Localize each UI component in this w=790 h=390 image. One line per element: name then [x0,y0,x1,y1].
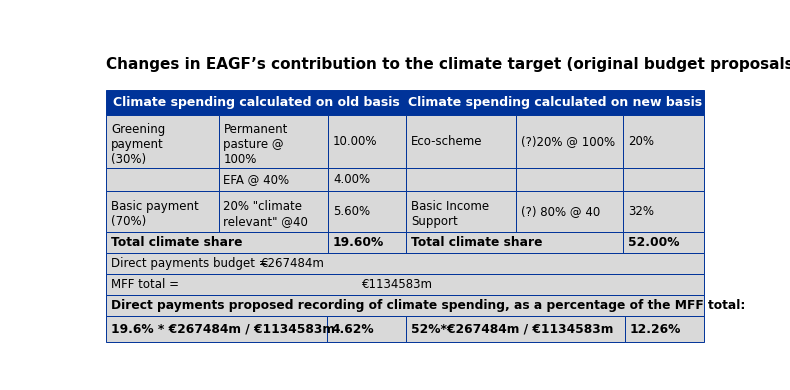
Bar [219,190,328,232]
Text: 20%: 20% [628,135,654,148]
Text: 10.00%: 10.00% [333,135,378,148]
Text: 12.26%: 12.26% [630,323,681,335]
Bar [328,190,406,232]
Text: 32%: 32% [628,205,654,218]
Text: 52.00%: 52.00% [628,236,679,249]
Bar [516,190,623,232]
Bar [106,190,219,232]
Text: Eco-scheme: Eco-scheme [411,135,483,148]
Bar [106,90,406,115]
Text: Total climate share: Total climate share [111,236,243,249]
Text: €1134583m: €1134583m [362,278,433,291]
Bar [406,232,623,253]
Text: 52%*€267484m / €1134583m: 52%*€267484m / €1134583m [411,323,613,335]
Bar [406,168,516,190]
Text: Greening
payment
(30%): Greening payment (30%) [111,123,165,166]
Bar [106,168,219,190]
Bar [625,316,704,342]
Bar [406,190,516,232]
Text: 19.6% * €267484m / €1134583m: 19.6% * €267484m / €1134583m [111,323,335,335]
Bar [406,115,516,168]
Text: Total climate share: Total climate share [411,236,543,249]
Text: Direct payments budget =: Direct payments budget = [111,257,269,270]
Bar [623,115,704,168]
Bar [106,316,326,342]
Bar [623,232,704,253]
Bar [516,115,623,168]
Bar [106,295,704,316]
Text: 5.60%: 5.60% [333,205,371,218]
Bar [623,190,704,232]
Bar [219,168,328,190]
Bar [406,316,625,342]
Text: 19.60%: 19.60% [333,236,384,249]
Text: (?)20% @ 100%: (?)20% @ 100% [521,135,615,148]
Text: Climate spending calculated on new basis: Climate spending calculated on new basis [408,96,702,110]
Bar [326,316,406,342]
Text: Climate spending calculated on old basis: Climate spending calculated on old basis [113,96,400,110]
Bar [623,168,704,190]
Text: Basic payment
(70%): Basic payment (70%) [111,200,199,228]
Text: (?) 80% @ 40: (?) 80% @ 40 [521,205,600,218]
Bar [328,168,406,190]
Bar [106,232,328,253]
Text: 4.62%: 4.62% [332,323,374,335]
Text: 4.00%: 4.00% [333,173,371,186]
Bar [328,115,406,168]
Text: Basic Income
Support: Basic Income Support [411,200,489,228]
Bar [516,168,623,190]
Bar [106,253,704,274]
Text: Changes in EAGF’s contribution to the climate target (original budget proposals): Changes in EAGF’s contribution to the cl… [106,57,790,72]
Bar [106,274,704,295]
Bar [219,115,328,168]
Text: Direct payments proposed recording of climate spending, as a percentage of the M: Direct payments proposed recording of cl… [111,299,746,312]
Text: Permanent
pasture @
100%: Permanent pasture @ 100% [224,123,288,166]
Text: 20% "climate
relevant" @40: 20% "climate relevant" @40 [224,200,308,228]
Text: €267484m: €267484m [261,257,325,270]
Bar [406,90,704,115]
Bar [328,232,406,253]
Text: MFF total =: MFF total = [111,278,179,291]
Bar [106,115,219,168]
Text: EFA @ 40%: EFA @ 40% [224,173,290,186]
